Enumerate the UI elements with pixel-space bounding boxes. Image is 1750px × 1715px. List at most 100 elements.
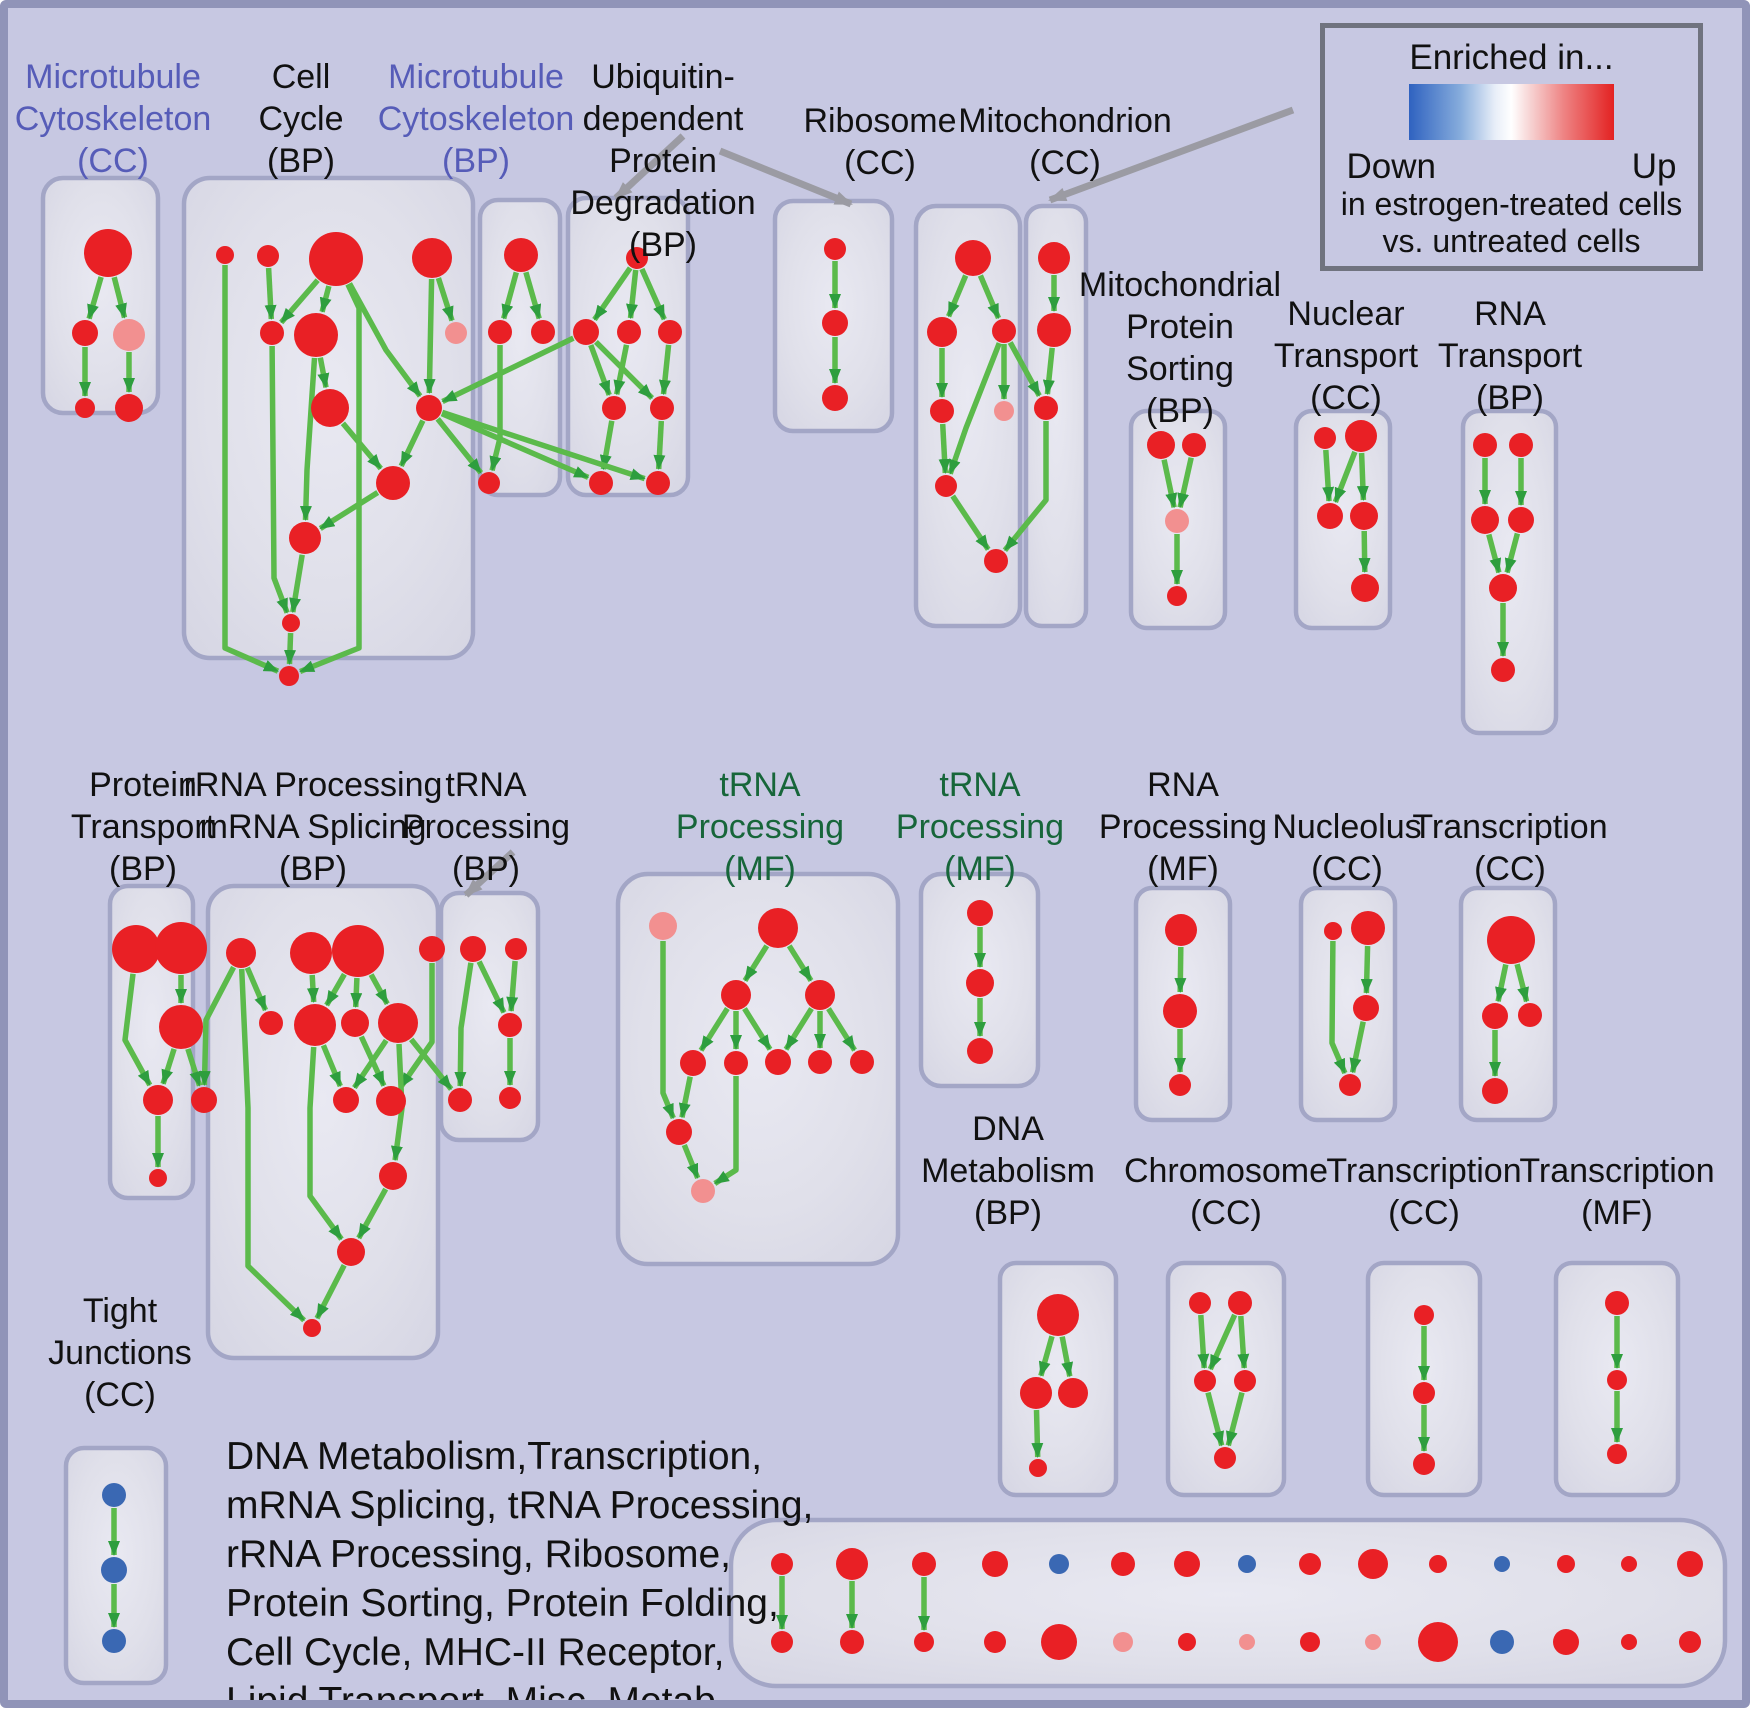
go-term-node <box>1041 1624 1077 1660</box>
go-edge <box>1237 1315 1250 1369</box>
go-term-node <box>1189 1292 1211 1314</box>
go-term-node <box>445 322 467 344</box>
go-term-node <box>416 395 442 421</box>
go-term-node <box>1518 1003 1542 1027</box>
go-term-node <box>1034 396 1058 420</box>
misc-note-line: Cell Cycle, MHC-II Receptor, <box>226 1631 725 1674</box>
go-term-node <box>1234 1370 1256 1392</box>
go-term-node <box>666 1119 692 1145</box>
go-edge <box>742 1007 773 1051</box>
go-term-node <box>460 936 486 962</box>
go-edge <box>299 283 362 675</box>
go-edge <box>122 973 153 1087</box>
go-term-node <box>1178 1633 1196 1651</box>
go-term-node <box>412 238 452 278</box>
go-term-node <box>1324 922 1342 940</box>
go-term-node <box>1557 1555 1575 1573</box>
go-term-node <box>1345 420 1377 452</box>
go-term-node <box>260 321 284 345</box>
legend-title: Enriched in... <box>1409 38 1614 77</box>
go-term-node <box>1163 994 1197 1028</box>
go-term-node <box>626 247 648 269</box>
go-term-node <box>257 245 279 267</box>
go-edge <box>613 344 630 396</box>
cluster-box-microtubule-cytoskeleton-cc <box>40 175 161 416</box>
legend-box: Enriched in... Down Up in estrogen-treat… <box>1320 23 1703 271</box>
go-edge <box>324 972 347 1007</box>
go-term-node <box>1238 1555 1256 1573</box>
go-term-node <box>84 229 132 277</box>
go-term-node <box>1167 586 1187 606</box>
legend-gradient-bar <box>1409 84 1614 140</box>
go-edge <box>1504 532 1521 574</box>
go-edge <box>783 1007 814 1051</box>
go-term-node <box>1482 1003 1508 1029</box>
go-term-node <box>1679 1631 1701 1653</box>
go-term-node <box>649 912 677 940</box>
go-term-node <box>912 1552 936 1576</box>
go-term-node <box>1677 1551 1703 1577</box>
go-term-node <box>115 394 143 422</box>
go-term-node <box>1621 1556 1637 1572</box>
go-term-node <box>1299 1553 1321 1575</box>
go-term-node <box>808 1050 832 1074</box>
go-term-node <box>1509 433 1533 457</box>
go-edge <box>1495 963 1509 1003</box>
go-edge <box>1322 449 1335 502</box>
go-term-node <box>1339 1074 1361 1096</box>
cluster-box-nuclear-transport-cc <box>1293 408 1393 631</box>
go-edge <box>244 966 269 1012</box>
go-edge <box>1332 450 1358 503</box>
go-edge <box>350 977 363 1008</box>
go-edge <box>1329 940 1348 1075</box>
go-edge <box>409 1037 454 1091</box>
go-edge <box>1349 1021 1366 1074</box>
go-edge <box>1059 1336 1074 1378</box>
go-term-node <box>982 1551 1008 1577</box>
go-term-node <box>1239 1634 1255 1650</box>
go-term-node <box>303 1319 321 1337</box>
go-term-node <box>822 385 848 411</box>
label-pointer-arrow <box>718 147 853 208</box>
go-edge <box>352 1038 389 1090</box>
go-term-node <box>376 1086 406 1116</box>
go-term-node <box>101 1557 127 1583</box>
go-edge <box>1207 1313 1238 1371</box>
go-term-node <box>1508 507 1534 533</box>
go-term-node <box>1214 1447 1236 1469</box>
misc-categories-note: DNA Metabolism,Transcription, mRNA Splic… <box>226 1432 813 1700</box>
go-term-node <box>680 1050 706 1076</box>
go-term-node <box>646 471 670 495</box>
go-term-node <box>505 938 527 960</box>
go-term-node <box>113 319 145 351</box>
go-term-node <box>1487 916 1535 964</box>
go-term-node <box>155 922 207 974</box>
go-term-node <box>499 1087 521 1109</box>
go-edge <box>639 267 667 321</box>
go-edge <box>698 1007 730 1052</box>
go-edge <box>454 962 474 1087</box>
misc-note-line: rRNA Processing, Ribosome, <box>226 1533 732 1576</box>
cluster-box-misc-categories-box <box>728 1517 1728 1689</box>
go-term-node <box>1228 1291 1252 1315</box>
cluster-box-chromosome-cc <box>1165 1260 1287 1498</box>
go-term-node <box>994 401 1014 421</box>
go-term-node <box>1607 1370 1627 1390</box>
go-edge <box>269 345 290 614</box>
go-term-node <box>617 320 641 344</box>
go-term-node <box>1553 1629 1579 1655</box>
go-edge <box>299 357 318 521</box>
go-edge <box>1038 1335 1055 1377</box>
go-term-node <box>102 1629 126 1653</box>
go-edge <box>320 1044 343 1088</box>
go-edge <box>435 277 455 322</box>
go-term-node <box>282 614 300 632</box>
go-term-node <box>226 938 256 968</box>
go-term-node <box>602 396 626 420</box>
legend-down-label: Down <box>1346 147 1436 186</box>
go-term-node <box>850 1050 874 1074</box>
go-term-node <box>967 1038 993 1064</box>
go-term-node <box>1353 995 1379 1021</box>
go-term-node <box>1351 574 1379 602</box>
go-term-node <box>1413 1453 1435 1475</box>
